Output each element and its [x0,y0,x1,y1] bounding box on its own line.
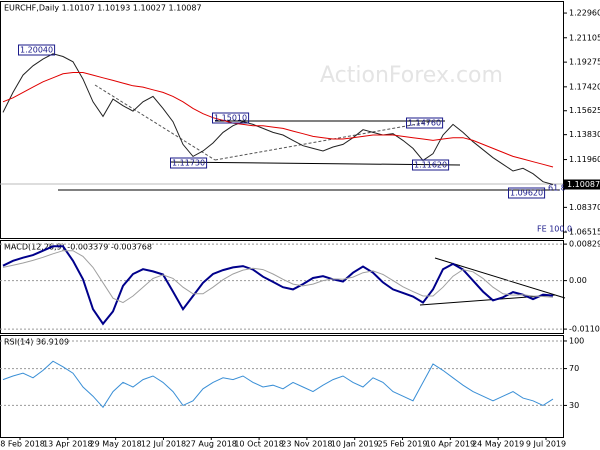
y-tick-label: 1.13830 [569,130,600,139]
annotation-box [508,187,546,199]
x-tick-label: 25 Feb 2019 [378,440,428,449]
price-label-box [564,179,600,190]
annotation-box [18,44,56,56]
price-panel [0,1,564,239]
series-line [2,53,554,185]
x-tick-label: 28 Feb 2018 [0,440,45,449]
series-line [2,72,554,168]
x-tick-label: 13 Apr 2018 [43,440,92,449]
y-tick-label: 1.17420 [569,82,600,91]
annotation: 1.20040 [20,46,53,55]
annotation: 1.15010 [214,114,247,123]
x-tick-label: 9 Jul 2019 [526,440,566,449]
y-tick-label: 30 [569,401,579,410]
y-tick-label: -0.011015 [569,325,600,334]
x-tick-label: 23 Nov 2018 [281,440,332,449]
annotation: 1.09620 [510,189,543,198]
series-line [2,245,554,326]
y-tick-label: 1.21105 [569,33,600,42]
x-tick-label: 29 May 2018 [90,440,142,449]
trendline [419,294,556,306]
annotation-box [170,157,208,169]
annotation: 61.8 [548,184,566,193]
annotation-box [412,159,450,171]
annotation-box [406,117,444,129]
annotation: 1.11620 [414,161,447,170]
panel-title: EURCHF,Daily 1.10107 1.10193 1.10027 1.1… [4,4,202,13]
series-line [2,250,554,304]
watermark: ActionForex.com [320,63,503,88]
series-line [2,360,554,409]
price-label: 1.10087 [567,180,600,189]
y-tick-label: 70 [569,364,579,373]
trendline [94,84,216,161]
x-tick-label: 27 Aug 2018 [186,440,237,449]
trendline [434,257,566,299]
y-tick-label: 100 [569,336,584,345]
y-tick-label: 1.06515 [569,228,600,237]
y-tick-label: 1.19275 [569,58,600,67]
rsi-panel [0,335,564,438]
trendline [214,119,441,161]
trendline [169,161,461,166]
annotation: 1.11730 [172,159,205,168]
annotation: FE 100.0 [537,225,572,234]
macd-panel [0,240,564,334]
y-tick-label: 1.22960 [569,9,600,18]
x-tick-label: 10 Jan 2019 [331,440,379,449]
annotation: 1.14760 [408,119,441,128]
trendlines [0,84,566,306]
x-tick-label: 10 Apr 2019 [426,440,475,449]
x-tick-label: 24 May 2019 [472,440,524,449]
y-tick-label: 1.15625 [569,106,600,115]
y-tick-label: 1.08370 [569,203,600,212]
annotation-box [212,112,250,124]
y-tick-label: 0.008292 [569,240,600,249]
y-tick-label: 0.00 [569,276,587,285]
panel-title: MACD(12,26,9) -0.003379 -0.003768 [4,243,152,252]
panel-title: RSI(14) 36.9109 [4,338,69,347]
y-tick-label: 1.11960 [569,155,600,164]
x-tick-label: 12 Jul 2018 [141,440,186,449]
x-tick-label: 10 Oct 2018 [234,440,283,449]
